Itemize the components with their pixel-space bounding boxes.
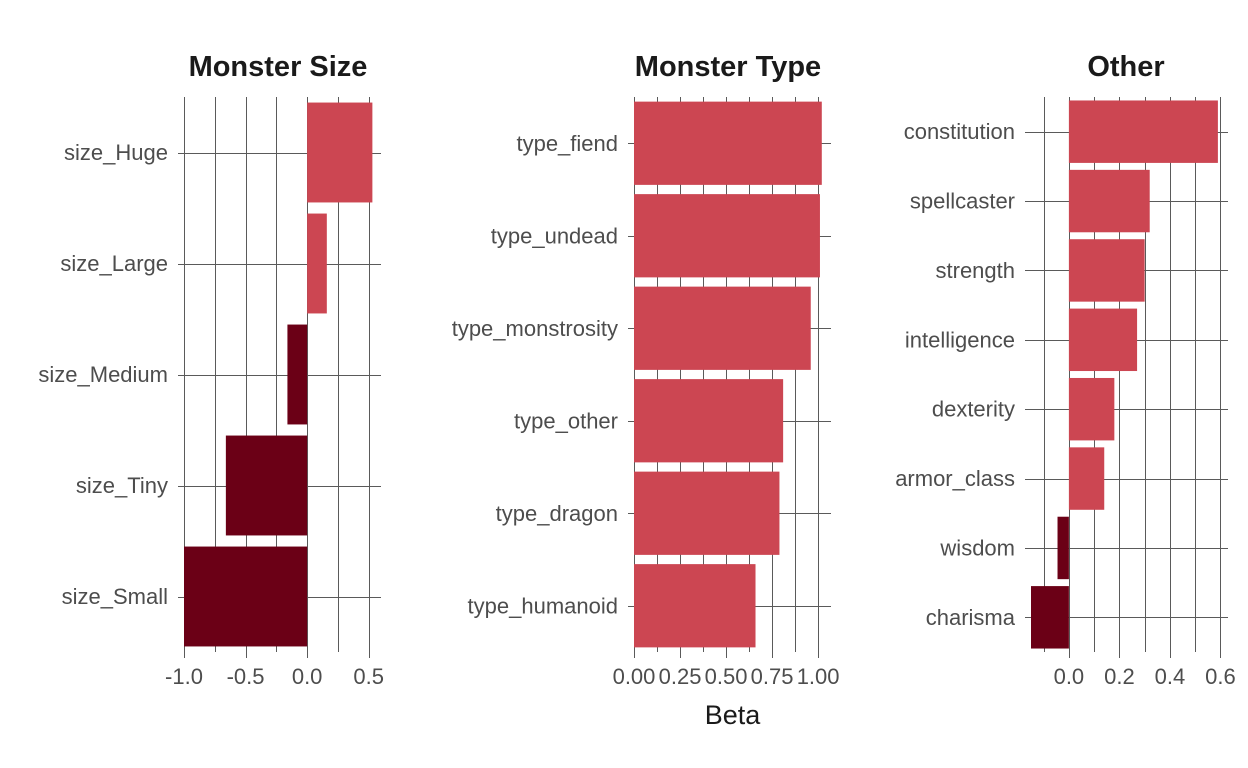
- bar-size_Tiny: [225, 435, 308, 536]
- bar-charisma: [1031, 586, 1069, 649]
- panel-0: size_Huge size_Large size_Medium size_Tinys…: [38, 51, 384, 689]
- x-tick-label: 0.6: [1205, 664, 1236, 689]
- bar-armor_class: [1068, 447, 1105, 510]
- category-label: dexterity: [932, 397, 1015, 422]
- x-tick-label: 0.2: [1104, 664, 1135, 689]
- bar-type_humanoid: [634, 564, 756, 648]
- x-axis-label: Beta: [705, 700, 762, 730]
- x-tick-label: 0.4: [1155, 664, 1186, 689]
- bar-intelligence: [1068, 308, 1138, 372]
- panel-title: Monster Size: [189, 51, 368, 83]
- bar-wisdom: [1057, 516, 1069, 580]
- x-tick-label: 0.00: [613, 664, 656, 689]
- x-tick-label: 0.25: [659, 664, 702, 689]
- x-tick-label: -1.0: [165, 664, 203, 689]
- category-label: charisma: [926, 605, 1016, 630]
- category-label: strength: [936, 258, 1016, 283]
- category-label: intelligence: [905, 327, 1015, 352]
- bar-spellcaster: [1068, 169, 1150, 233]
- panel-title: Other: [1087, 51, 1164, 83]
- category-label: constitution: [904, 119, 1015, 144]
- category-label: armor_class: [895, 466, 1015, 491]
- category-label: type_other: [514, 408, 618, 433]
- bar-constitution: [1068, 100, 1218, 163]
- category-label: type_monstrosity: [452, 316, 618, 341]
- x-tick-label: 0.0: [292, 664, 323, 689]
- category-label: type_fiend: [516, 131, 618, 156]
- category-label: size_Large: [60, 251, 168, 276]
- x-tick-label: 0.50: [705, 664, 748, 689]
- bar-type_fiend: [634, 101, 822, 185]
- x-tick-label: 1.00: [797, 664, 840, 689]
- bar-size_Medium: [287, 324, 308, 425]
- category-label: spellcaster: [910, 189, 1015, 214]
- category-label: size_Small: [62, 584, 168, 609]
- x-tick-label: 0.75: [751, 664, 794, 689]
- category-label: type_humanoid: [468, 593, 618, 618]
- bar-size_Huge: [307, 102, 373, 203]
- bar-dexterity: [1068, 377, 1115, 441]
- category-label: type_undead: [491, 223, 618, 248]
- panel-2: constitution spellcaster strength intellige…: [895, 51, 1236, 689]
- x-tick-label: -0.5: [227, 664, 265, 689]
- category-label: size_Tiny: [76, 473, 168, 498]
- bar-size_Small: [184, 546, 308, 647]
- x-tick-label: 0.0: [1054, 664, 1085, 689]
- x-tick-label: 0.5: [353, 664, 384, 689]
- bar-type_other: [634, 379, 784, 463]
- bar-type_monstrosity: [634, 286, 811, 370]
- bar-type_undead: [634, 194, 820, 278]
- category-label: wisdom: [939, 535, 1015, 560]
- category-label: size_Huge: [64, 140, 168, 165]
- bar-type_dragon: [634, 471, 780, 555]
- panel-title: Monster Type: [635, 51, 821, 83]
- bar-size_Large: [307, 213, 327, 314]
- category-label: type_dragon: [496, 501, 618, 526]
- panel-1: type_fiend type_undead type_monstrositytyp…: [452, 51, 840, 730]
- bar-strength: [1068, 239, 1145, 302]
- category-label: size_Medium: [38, 362, 168, 387]
